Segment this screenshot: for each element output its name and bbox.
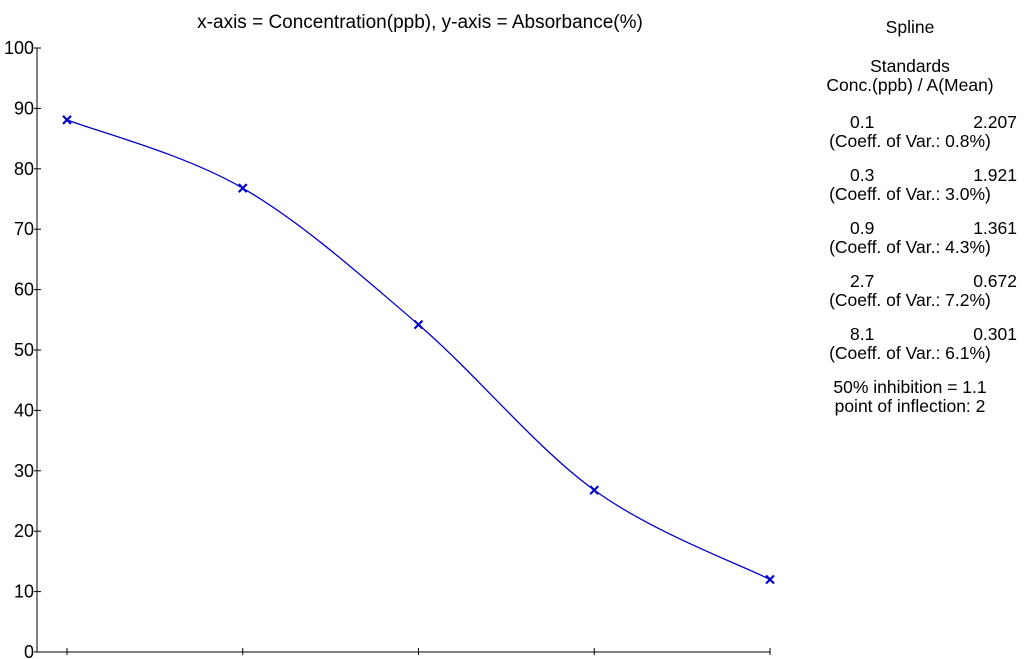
y-tick-label: 20 [14,521,34,541]
y-tick-label: 40 [14,400,34,420]
standard-concentration: 0.1 [850,112,875,132]
y-tick-label: 100 [4,38,34,58]
data-point-marker [237,183,248,193]
y-tick-label: 60 [14,280,34,300]
inflection-point-value: point of inflection: 2 [834,396,986,416]
standard-entry: 0.3 1.921 (Coeff. of Var.: 3.0%) [790,166,1030,204]
standard-concentration: 0.3 [850,165,875,185]
y-tick-label: 90 [14,98,34,118]
standard-concentration: 0.9 [850,218,875,238]
standard-coefficient-of-variation: (Coeff. of Var.: 0.8%) [829,131,991,151]
standard-entry: 8.1 0.301 (Coeff. of Var.: 6.1%) [790,325,1030,363]
data-point-marker [765,574,775,585]
standards-heading-line1: Standards [870,56,950,76]
standard-coefficient-of-variation: (Coeff. of Var.: 3.0%) [829,184,991,204]
fit-method-label: Spline [885,17,935,37]
data-point-marker [62,115,72,125]
standard-coefficient-of-variation: (Coeff. of Var.: 4.3%) [829,237,991,257]
y-tick-label: 80 [14,159,34,179]
standard-absorbance-mean: 1.921 [973,165,1017,185]
standards-heading-line2: Conc.(ppb) / A(Mean) [826,75,994,95]
y-tick-label: 0 [24,642,34,659]
standard-entry: 2.7 0.672 (Coeff. of Var.: 7.2%) [790,272,1030,310]
standards-list: 0.1 2.207 (Coeff. of Var.: 0.8%) 0.3 1.9… [790,113,1030,363]
standard-absorbance-mean: 0.301 [973,324,1017,344]
standard-coefficient-of-variation: (Coeff. of Var.: 7.2%) [829,290,991,310]
standard-concentration: 2.7 [850,271,875,291]
standard-absorbance-mean: 1.361 [973,218,1017,238]
y-tick-label: 30 [14,461,34,481]
inhibition-50-value: 50% inhibition = 1.1 [833,377,987,397]
standards-panel: Spline Standards Conc.(ppb) / A(Mean) 0.… [790,10,1030,416]
y-tick-label: 70 [14,219,34,239]
chart-plot: 01020304050607080901000.10.30.92.78.1 [4,38,775,659]
standard-absorbance-mean: 2.207 [973,112,1017,132]
standard-entry: 0.9 1.361 (Coeff. of Var.: 4.3%) [790,219,1030,257]
data-point-marker [589,485,600,495]
spline-curve [66,119,771,581]
standard-coefficient-of-variation: (Coeff. of Var.: 6.1%) [829,343,991,363]
standard-concentration: 8.1 [850,324,875,344]
standards-heading: Standards Conc.(ppb) / A(Mean) [790,57,1030,95]
standard-entry: 0.1 2.207 (Coeff. of Var.: 0.8%) [790,113,1030,151]
standard-absorbance-mean: 0.672 [973,271,1017,291]
y-tick-label: 10 [14,582,34,602]
chart-title: x-axis = Concentration(ppb), y-axis = Ab… [197,12,643,33]
fit-summary: 50% inhibition = 1.1 point of inflection… [790,378,1030,416]
data-point-marker [413,319,424,330]
y-tick-label: 50 [14,340,34,360]
